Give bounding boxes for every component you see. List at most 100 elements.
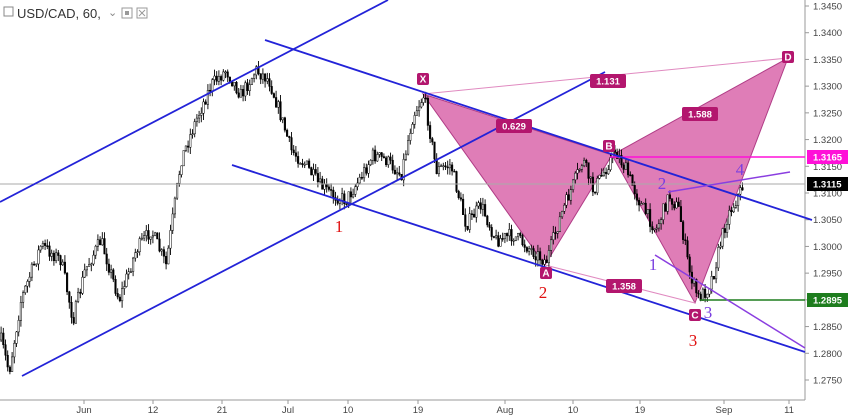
candle-body [160,249,163,252]
candle-body [129,271,132,273]
candle-body [11,356,14,372]
close-icon-x2 [138,9,146,17]
chevron-down-icon[interactable]: ⌄ [108,7,117,19]
pattern-point-label: B [605,142,612,153]
ratio-label: 1.131 [596,77,620,88]
candle-body [686,240,689,258]
candle-body [217,76,220,82]
candle-body [576,169,579,174]
candle-body [629,174,632,177]
candle-body [92,254,95,265]
candle-body [638,199,641,206]
candle-body [327,186,330,190]
candle-body [442,165,445,168]
candle-body [303,163,306,166]
candle-body [420,102,423,108]
candle-body [510,229,513,242]
candle-body [673,204,676,209]
candle-body [671,198,674,205]
candle-body [13,343,16,358]
candle-body [213,75,216,80]
pattern-point-bg [782,51,794,63]
candle-body [730,210,733,213]
candle-body [74,301,77,324]
candle-body [224,71,227,74]
candle-body [178,174,181,184]
price-tick-label: 1.3250 [813,108,842,119]
candle-body [279,101,282,121]
candle-body [470,213,473,215]
candle-body [607,169,610,175]
candle-body [204,101,207,105]
candle-body [41,243,44,247]
settings-icon[interactable] [121,7,133,19]
candle-body [182,150,185,167]
candle-body [486,215,489,226]
candle-body [325,184,328,188]
chart-header: USD/CAD, 60, ⌄ [0,2,160,24]
time-tick-label: Aug [497,405,514,416]
candle-body [543,259,546,265]
candle-body [165,256,168,265]
price-tick-label: 1.2750 [813,376,842,387]
candle-body [605,171,608,175]
candle-body [547,250,550,264]
candle-body [294,152,297,157]
candle-body [4,344,7,356]
candle-body [55,252,58,262]
candle-body [473,213,476,218]
candle-body [235,81,238,94]
candle-body [468,213,471,230]
pattern-point-bg [603,140,615,152]
candle-body [330,189,333,191]
candle-body [191,133,194,136]
candle-body [528,248,531,252]
candle-body [345,203,348,205]
symbol-icon[interactable] [3,6,14,17]
candle-body [63,261,66,274]
candle-body [193,121,196,135]
candle-body [37,249,40,265]
time-tick-label: 10 [568,405,579,416]
candle-body [79,291,82,294]
candle-body [662,203,665,220]
symbol-title[interactable]: USD/CAD, 60, [17,6,101,21]
candle-body [719,245,722,248]
candle-body [572,179,575,190]
ratio-label: 1.588 [688,110,712,121]
candle-body [704,288,707,298]
candle-body [138,238,141,252]
candle-body [451,164,454,172]
candle-body [94,245,97,256]
price-tick-label: 1.2800 [813,349,842,360]
candle-body [352,194,355,198]
candle-body [297,156,300,164]
price-tick-label: 1.2950 [813,269,842,280]
candle-body [332,189,335,198]
candle-body [253,74,256,79]
price-label-bg [807,150,848,164]
candle-body [367,164,370,174]
candle-body [288,136,291,138]
candle-body [118,296,121,302]
candle-body [15,331,18,344]
ratio-label: 1.358 [612,282,636,293]
annotations: X A B C D 0.629 1.131 1.588 1.358 1.3165 1.3115 1.2… [0,0,848,377]
candle-body [24,285,27,293]
wave-label-purple: 2 [658,174,667,193]
candle-body [462,198,465,215]
candle-body [101,238,104,246]
close-icon[interactable] [136,7,148,19]
candle-body [28,276,31,282]
candle-body [198,115,201,119]
candle-body [739,187,742,195]
candle-body [712,275,715,280]
candle-body [413,115,416,125]
candle-body [512,240,515,242]
candle-body [145,230,148,236]
candle-body [173,197,176,215]
candle-body [19,302,22,321]
trend-lines [0,156,805,301]
